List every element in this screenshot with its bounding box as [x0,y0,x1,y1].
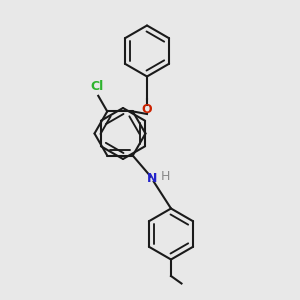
Text: H: H [161,170,170,183]
Text: O: O [142,103,152,116]
Text: N: N [147,172,158,184]
Text: Cl: Cl [90,80,104,93]
